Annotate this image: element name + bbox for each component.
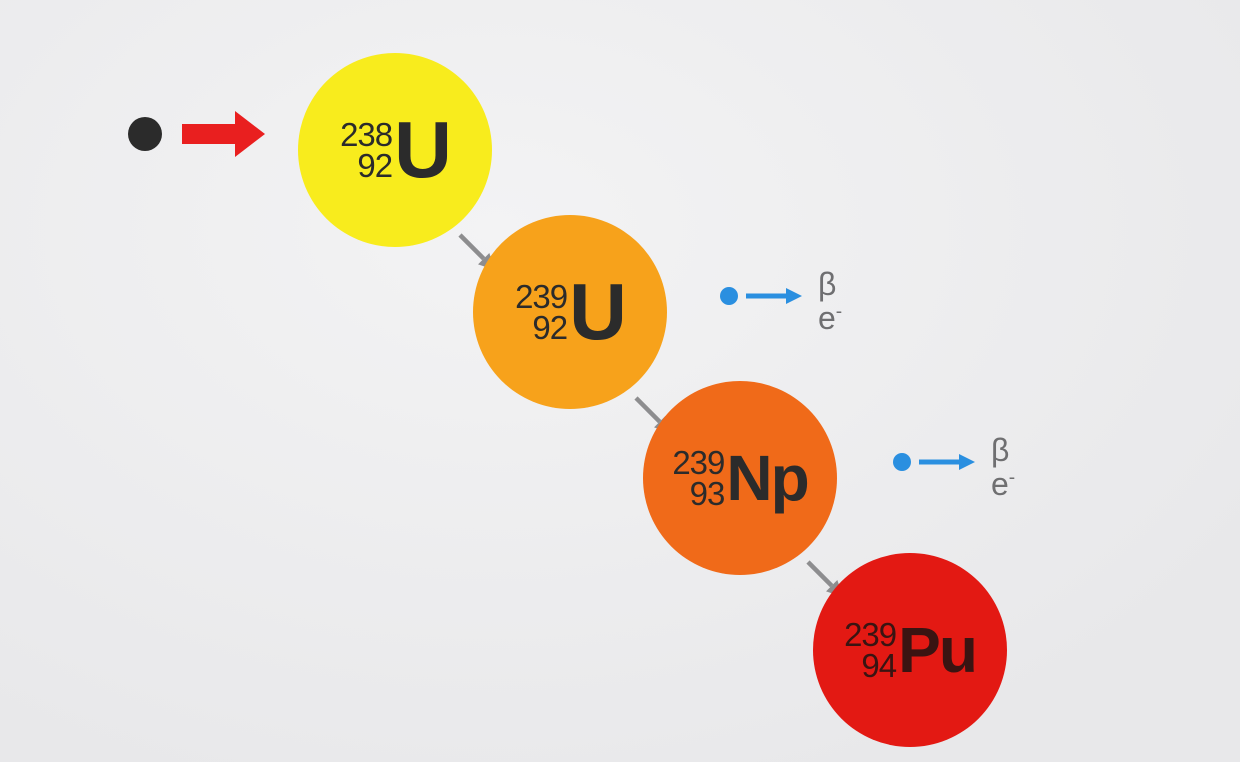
mass-number: 238 — [340, 119, 392, 150]
beta-particle-dot — [893, 453, 911, 471]
electron-symbol: e- — [818, 302, 842, 336]
element-symbol: Pu — [898, 618, 976, 682]
beta-label: βe- — [818, 268, 842, 335]
element-symbol: Np — [726, 446, 807, 510]
element-symbol: U — [569, 272, 625, 352]
beta-particle-dot — [720, 287, 738, 305]
mass-number: 239 — [844, 619, 896, 650]
mass-number: 239 — [515, 281, 567, 312]
element-symbol: U — [394, 110, 450, 190]
electron-symbol: e- — [991, 468, 1015, 502]
beta-label: βe- — [991, 434, 1015, 501]
neutron-dot — [128, 117, 162, 151]
atomic-number: 93 — [690, 478, 725, 509]
atomic-number: 92 — [357, 150, 392, 181]
mass-number: 239 — [672, 447, 724, 478]
beta-symbol: β — [991, 434, 1015, 468]
atomic-number: 94 — [861, 650, 896, 681]
atomic-number: 92 — [532, 312, 567, 343]
nuclide-u238: 238 92 U — [298, 53, 492, 247]
decay-chain-diagram: 238 92 U 239 92 U 239 93 Np 239 94 Pu — [0, 0, 1240, 762]
nuclide-pu239: 239 94 Pu — [813, 553, 1007, 747]
nuclide-u239: 239 92 U — [473, 215, 667, 409]
nuclide-np239: 239 93 Np — [643, 381, 837, 575]
beta-symbol: β — [818, 268, 842, 302]
